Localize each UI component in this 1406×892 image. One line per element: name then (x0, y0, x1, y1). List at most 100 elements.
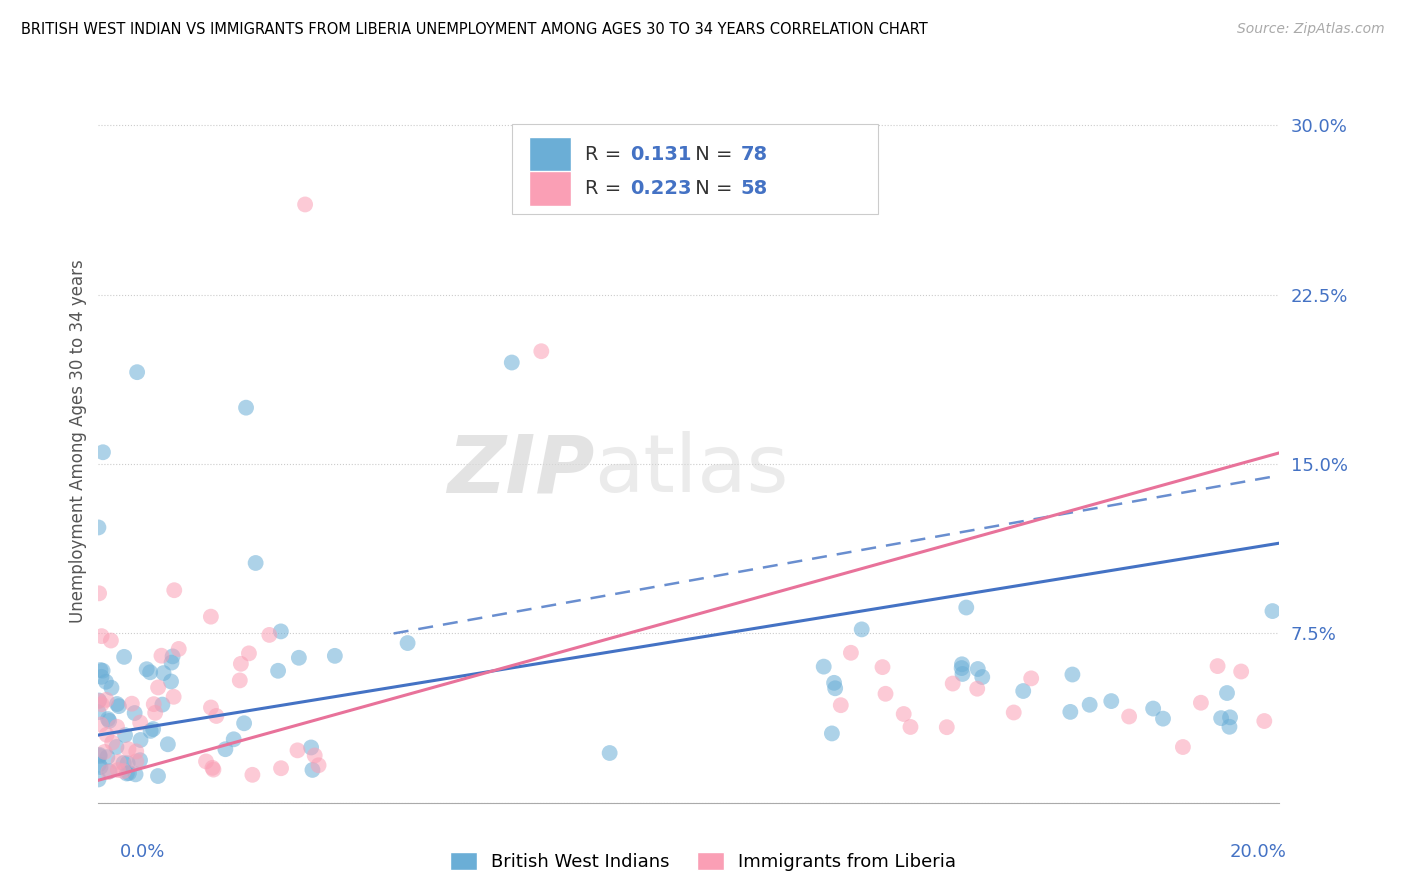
Point (972, 670, 994, 684)
Point (235, 401, 257, 415)
Point (935, 720, 957, 734)
Text: atlas: atlas (595, 432, 789, 509)
Point (142, 722, 165, 736)
Point (201, 761, 224, 775)
Point (202, 763, 225, 777)
Point (323, 648, 346, 663)
Point (245, 556, 267, 570)
Point (87, 705, 110, 719)
Text: 0.131: 0.131 (630, 145, 692, 164)
Point (97, 712, 120, 726)
Point (229, 673, 252, 688)
Point (90, 697, 112, 711)
Point (299, 740, 322, 755)
Point (163, 583, 186, 598)
Point (87, 694, 110, 708)
Point (1206, 659, 1229, 673)
Point (1019, 672, 1042, 686)
Point (87, 772, 110, 787)
Point (98, 764, 121, 779)
Point (1012, 684, 1035, 698)
Point (1253, 714, 1275, 728)
Point (115, 766, 138, 780)
FancyBboxPatch shape (530, 137, 571, 172)
Point (143, 706, 166, 720)
Point (97, 764, 120, 779)
Text: R =: R = (585, 145, 627, 164)
Point (127, 365, 149, 379)
Point (966, 681, 988, 696)
FancyBboxPatch shape (530, 171, 571, 206)
Point (94, 674, 117, 689)
Text: 58: 58 (741, 179, 768, 198)
Point (1171, 739, 1194, 754)
Point (1216, 686, 1239, 700)
Point (90, 717, 112, 731)
Point (830, 698, 852, 713)
Point (1219, 710, 1241, 724)
Point (96, 693, 118, 707)
Point (1078, 698, 1101, 712)
Point (839, 646, 862, 660)
Point (93, 745, 115, 759)
Point (1002, 706, 1025, 720)
Text: ZIP: ZIP (447, 432, 595, 509)
Point (872, 660, 894, 674)
Text: R =: R = (585, 179, 627, 198)
Point (112, 649, 135, 664)
Point (101, 735, 124, 749)
Point (100, 681, 122, 695)
Point (1059, 705, 1081, 719)
Point (1189, 696, 1212, 710)
Point (129, 733, 152, 747)
Point (124, 706, 146, 720)
Point (267, 664, 290, 678)
Text: 78: 78 (741, 145, 768, 164)
Text: N =: N = (689, 145, 738, 164)
Point (139, 723, 162, 738)
Point (599, 746, 621, 760)
Point (952, 667, 974, 681)
Point (1261, 604, 1284, 618)
Text: N =: N = (689, 179, 738, 198)
Point (114, 728, 136, 742)
Point (851, 623, 873, 637)
Point (89, 663, 111, 677)
Point (301, 763, 323, 777)
Point (87, 693, 110, 707)
Text: 20.0%: 20.0% (1230, 843, 1286, 861)
Point (308, 758, 330, 772)
Point (530, 344, 553, 359)
Point (229, 657, 252, 671)
Point (91, 445, 114, 459)
Point (824, 681, 846, 696)
Point (501, 355, 523, 369)
Point (142, 697, 165, 711)
Text: BRITISH WEST INDIAN VS IMMIGRANTS FROM LIBERIA UNEMPLOYMENT AMONG AGES 30 TO 34 : BRITISH WEST INDIAN VS IMMIGRANTS FROM L… (21, 22, 928, 37)
Point (294, 197, 316, 211)
Point (105, 720, 128, 734)
Point (160, 674, 183, 689)
Point (112, 756, 135, 770)
Point (87, 757, 110, 772)
Point (139, 665, 162, 680)
Point (105, 739, 128, 754)
Legend: British West Indians, Immigrants from Liberia: British West Indians, Immigrants from Li… (443, 845, 963, 879)
Point (152, 666, 174, 681)
Point (1152, 712, 1174, 726)
Point (87, 586, 110, 600)
Point (100, 633, 122, 648)
Point (96, 728, 118, 742)
Point (270, 624, 292, 639)
Point (950, 661, 973, 675)
Point (214, 742, 236, 756)
Point (150, 648, 173, 663)
Point (107, 755, 129, 769)
Point (146, 769, 169, 783)
Point (823, 676, 845, 690)
Point (129, 715, 152, 730)
Point (893, 706, 915, 721)
Point (89, 760, 111, 774)
Point (152, 698, 174, 712)
Point (89, 749, 111, 764)
